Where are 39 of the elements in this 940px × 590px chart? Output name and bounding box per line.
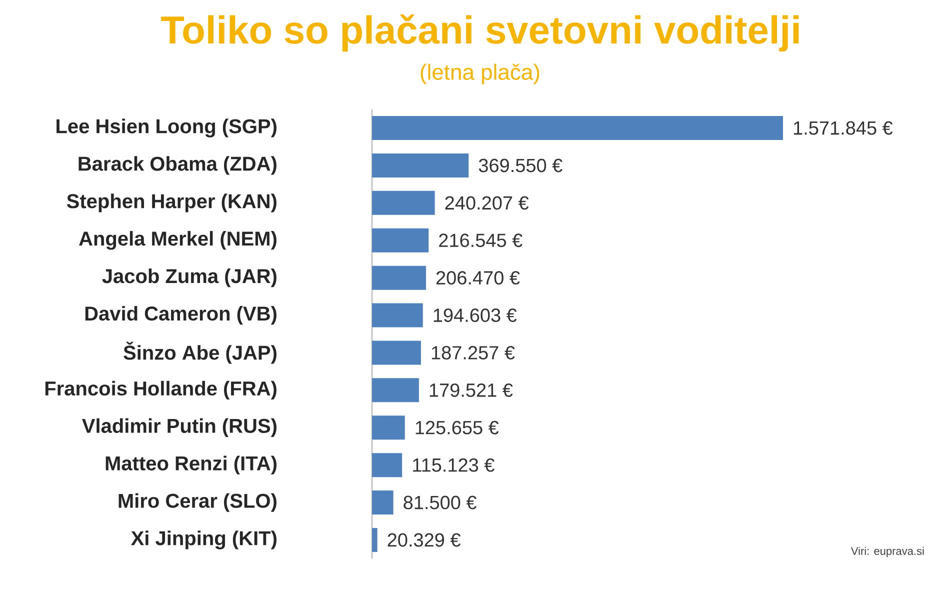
chart-subtitle: (letna plača) bbox=[420, 64, 540, 84]
y-tick-label: Šinzo Abe (JAP) bbox=[124, 342, 276, 364]
text: Viri: euprava.si bbox=[850, 546, 924, 558]
data-label: 1.571.845 € bbox=[794, 121, 893, 135]
bar bbox=[372, 116, 784, 140]
bar bbox=[372, 190, 435, 215]
data-label: 240.207 € bbox=[445, 196, 529, 210]
y-tick-label: David Cameron (VB) bbox=[85, 306, 276, 325]
data-label: 179.521 € bbox=[430, 383, 513, 397]
data-label: 81.500 € bbox=[404, 496, 476, 510]
data-label: 115.123 € bbox=[413, 458, 494, 472]
bar bbox=[372, 416, 405, 440]
y-tick-label: Barack Obama (ZDA) bbox=[78, 156, 276, 175]
y-tick-label: Miro Cerar (SLO) bbox=[118, 493, 276, 512]
data-label: 369.550 € bbox=[478, 158, 562, 172]
bar bbox=[372, 266, 426, 290]
data-label: 206.470 € bbox=[436, 271, 520, 285]
y-tick-label: Vladimir Putin (RUS) bbox=[82, 418, 276, 437]
data-label: 194.603 € bbox=[434, 308, 517, 322]
y-tick-label: Matteo Renzi (ITA) bbox=[106, 456, 276, 474]
y-tick-label: Lee Hsien Loong (SGP) bbox=[56, 118, 276, 138]
bar bbox=[372, 378, 419, 402]
y-tick-label: Xi Jinping (KIT) bbox=[130, 530, 276, 550]
bar bbox=[372, 340, 421, 365]
data-label: 20.329 € bbox=[388, 533, 460, 547]
chart-title: Toliko so plačani svetovni voditelji bbox=[161, 14, 799, 52]
bar bbox=[372, 228, 429, 252]
data-label: 216.545 € bbox=[439, 234, 522, 248]
bar bbox=[372, 303, 423, 328]
bar bbox=[372, 153, 469, 178]
data-label: 125.655 € bbox=[416, 420, 499, 434]
y-tick-label: Stephen Harper (KAN) bbox=[66, 194, 276, 212]
data-label: 187.257 € bbox=[432, 346, 515, 360]
bar bbox=[372, 490, 394, 515]
y-tick-label: Angela Merkel (NEM) bbox=[79, 231, 276, 250]
bar bbox=[372, 453, 402, 478]
y-tick-label: Jacob Zuma (JAR) bbox=[102, 268, 276, 288]
bar bbox=[372, 528, 378, 552]
y-tick-label: Francois Hollande (FRA) bbox=[45, 380, 276, 400]
